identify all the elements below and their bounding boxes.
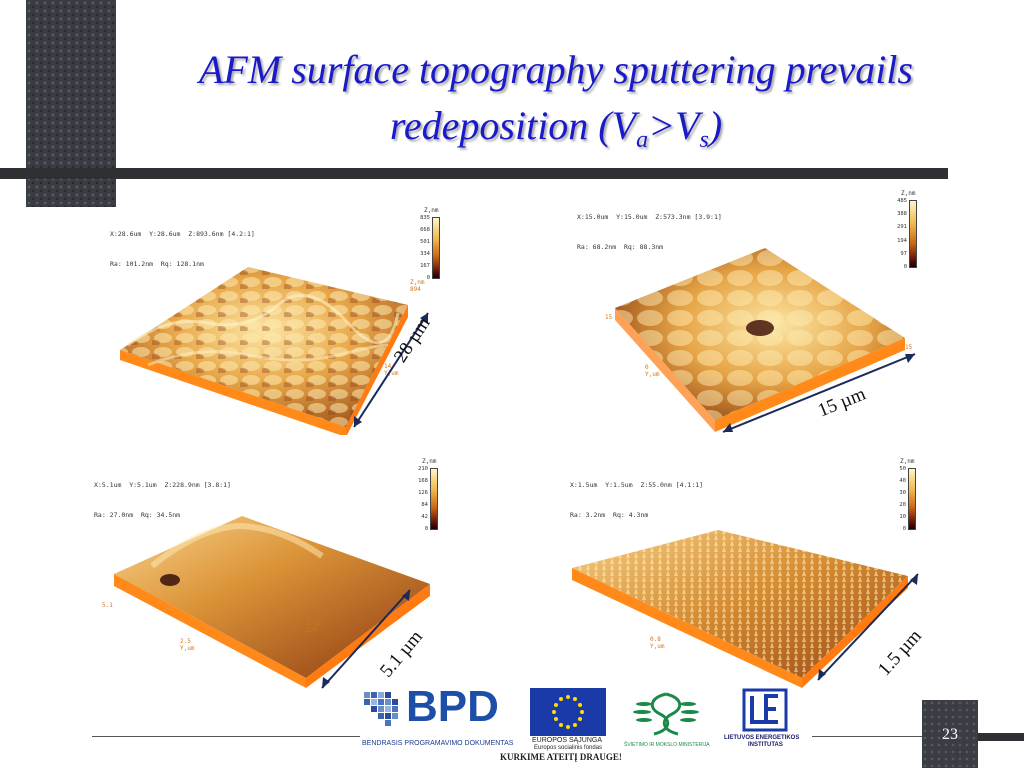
panel-4-info-line-2: Ra: 3.2nm Rq: 4.3nm — [570, 511, 649, 519]
panel-1-surface — [120, 267, 408, 435]
panel-1-tick: 668 — [420, 227, 430, 233]
title-sub-a: a — [636, 127, 649, 153]
panel-3-tick: 0 — [424, 526, 428, 532]
afm-panel-2: X:15.0um Y:15.0um Z:573.3nm [3.9:1] Ra: … — [575, 188, 925, 438]
panel-1-info-line-1: X:28.6um Y:28.6um Z:893.6nm [4.2:1] — [110, 230, 255, 238]
panel-1-tick: 835 — [420, 215, 430, 221]
panel-1-tick: 334 — [420, 251, 430, 257]
page-number-box — [922, 700, 978, 768]
panel-1-info: X:28.6um Y:28.6um Z:893.6nm [4.2:1] Ra: … — [110, 209, 255, 289]
slogan-text: KURKIME ATEITĮ DRAUGE! — [500, 752, 622, 762]
panel-4-tick: 30 — [899, 490, 906, 496]
panel-3-tick: 168 — [418, 478, 428, 484]
title-line-2: redeposition (Va>Vs) — [116, 98, 996, 168]
panel-2-info-line-2: Ra: 68.2nm Rq: 88.3nm — [577, 243, 664, 251]
panel-2-info: X:15.0um Y:15.0um Z:573.3nm [3.9:1] Ra: … — [577, 192, 722, 272]
panel-2-colorbar-title: Z,nm — [901, 190, 916, 197]
lei-emblem-icon — [742, 688, 788, 732]
title-line-1: AFM surface topography sputtering prevai… — [199, 47, 913, 92]
eu-caption-line-1: EUROPOS SĄJUNGA — [532, 737, 603, 744]
ministry-emblem-icon — [633, 692, 699, 736]
bpd-mosaic-icon — [364, 692, 398, 726]
panel-4-tick: 20 — [899, 502, 906, 508]
panel-3-colorbar-ticks: 210 168 126 84 42 0 — [408, 466, 428, 532]
title-line-2-pre: redeposition (V — [389, 103, 637, 148]
panel-1-colorbar-title: Z,nm — [424, 207, 439, 214]
panel-1-scale-arrow — [353, 312, 429, 428]
panel-4-info: X:1.5um Y:1.5um Z:55.0nm [4.1:1] Ra: 3.2… — [570, 460, 703, 540]
afm-panel-1: X:28.6um Y:28.6um Z:893.6nm [4.2:1] Ra: … — [108, 205, 448, 435]
panel-4-tick: 50 — [899, 466, 906, 472]
panel-3-info-line-2: Ra: 27.0nm Rq: 34.5nm — [94, 511, 181, 519]
panel-4-colorbar-ticks: 50 40 30 20 10 0 — [886, 466, 906, 532]
title-end: ) — [708, 103, 723, 148]
panel-2-tick: 485 — [897, 198, 907, 204]
panel-1-info-line-2: Ra: 101.2nm Rq: 128.1nm — [110, 260, 204, 268]
panel-2-colorbar — [909, 200, 917, 268]
panel-2-tick: 291 — [897, 224, 907, 231]
panel-3-tick: 210 — [418, 466, 428, 472]
title-sub-s: s — [699, 127, 709, 153]
page-number-bar — [978, 733, 1024, 741]
panel-2-tick: 0 — [903, 263, 907, 270]
panel-2-scale-arrow — [722, 353, 916, 433]
panel-4-info-line-1: X:1.5um Y:1.5um Z:55.0nm [4.1:1] — [570, 481, 704, 489]
panel-1-tick: 501 — [420, 239, 430, 245]
panel-4-scale-arrow — [817, 573, 919, 681]
panel-4-tick: 40 — [899, 478, 906, 484]
panel-3-tick: 126 — [418, 490, 428, 496]
panel-4-tick: 0 — [902, 526, 906, 532]
panel-1-tick: 0 — [426, 275, 430, 281]
panel-2-left-axis-label: 15 — [605, 314, 613, 321]
panel-3-y-axis-label: 2.5 Y,um — [180, 638, 195, 652]
panel-1-z-axis-label: Z,nm 894 — [410, 279, 425, 293]
panel-2-tick: 194 — [897, 237, 907, 244]
panel-2-colorbar-ticks: 485 388 291 194 97 0 — [887, 198, 907, 270]
panel-1-y-axis-label: 14 Y,um — [384, 363, 399, 377]
eu-caption-line-2: Europos socialinis fondas — [534, 745, 603, 751]
lei-caption-line-1: LIETUVOS ENERGETIKOS — [724, 735, 800, 741]
panel-3-scale-arrow — [321, 589, 411, 689]
panel-3-colorbar-title: Z,nm — [422, 458, 437, 465]
panel-1-colorbar — [432, 217, 440, 279]
panel-3-tick: 84 — [421, 502, 428, 508]
panel-4-y-axis-label: 0.8 Y,um — [650, 636, 665, 650]
panel-2-info-line-1: X:15.0um Y:15.0um Z:573.3nm [3.9:1] — [577, 213, 722, 221]
lei-caption-line-2: INSTITUTAS — [748, 742, 783, 748]
bpd-logo: BPD BENDRASIS PROGRAMAVIMO DOKUMENTAS — [360, 682, 520, 752]
panel-3-info: X:5.1um Y:5.1um Z:228.9nm [3.8:1] Ra: 27… — [94, 460, 231, 540]
afm-panel-3: X:5.1um Y:5.1um Z:228.9nm [3.8:1] Ra: 27… — [92, 456, 442, 692]
panel-4-tick: 10 — [899, 514, 906, 520]
ministry-logo: ŠVIETIMO IR MOKSLO MINISTERIJA — [624, 690, 714, 752]
panel-4-surface — [572, 530, 908, 688]
panel-2-y-axis-label: 0 Y,um — [645, 364, 660, 378]
lei-logo: LIETUVOS ENERGETIKOS INSTITUTAS — [724, 688, 816, 752]
panel-2-surface — [615, 248, 905, 432]
footer-rule-right — [812, 736, 922, 737]
bpd-logo-text: BPD — [406, 682, 499, 731]
title-mid: >V — [648, 103, 700, 148]
footer-rule-left — [92, 736, 360, 737]
eu-flag-icon — [530, 688, 606, 736]
panel-1-colorbar-ticks: 835 668 501 334 167 0 — [410, 215, 430, 281]
ministry-caption: ŠVIETIMO IR MOKSLO MINISTERIJA — [624, 742, 710, 748]
afm-panel-4: X:1.5um Y:1.5um Z:55.0nm [4.1:1] Ra: 3.2… — [568, 456, 930, 692]
panel-3-z-axis-label: Z,nm 229 — [306, 620, 321, 634]
page-number: 23 — [942, 726, 958, 743]
panel-3-info-line-1: X:5.1um Y:5.1um Z:228.9nm [3.8:1] — [94, 481, 231, 489]
title-underline-bar — [0, 168, 948, 179]
slide-title: AFM surface topography sputtering prevai… — [116, 42, 996, 168]
panel-2-right-axis-label: 15 — [905, 344, 913, 351]
bpd-logo-caption: BENDRASIS PROGRAMAVIMO DOKUMENTAS — [362, 740, 514, 747]
panel-2-tick: 388 — [897, 211, 907, 218]
panel-3-tick: 42 — [421, 514, 428, 520]
panel-2-tick: 97 — [900, 250, 907, 257]
panel-1-tick: 167 — [420, 263, 430, 269]
panel-4-colorbar — [908, 468, 916, 530]
eu-logo: EUROPOS SĄJUNGA Europos socialinis fonda… — [530, 688, 610, 752]
panel-3-left-axis-label: 5.1 — [102, 602, 113, 609]
panel-4-colorbar-title: Z,nm — [900, 458, 915, 465]
panel-3-colorbar — [430, 468, 438, 530]
